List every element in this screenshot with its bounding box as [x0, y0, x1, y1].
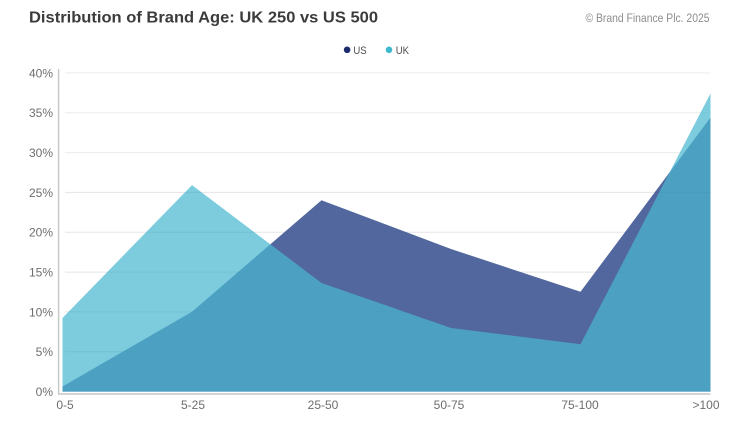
svg-text:20%: 20%: [29, 226, 53, 240]
svg-text:25%: 25%: [29, 186, 53, 200]
svg-text:© Brand Finance Plc. 2025: © Brand Finance Plc. 2025: [586, 11, 710, 25]
svg-text:5%: 5%: [36, 345, 54, 359]
svg-text:5-25: 5-25: [181, 398, 205, 412]
svg-text:UK: UK: [396, 45, 410, 57]
svg-text:40%: 40%: [29, 66, 53, 80]
svg-text:75-100: 75-100: [561, 398, 599, 412]
svg-text:25-50: 25-50: [308, 398, 339, 412]
svg-text:10%: 10%: [29, 305, 53, 319]
svg-text:>100: >100: [692, 398, 719, 412]
svg-text:50-75: 50-75: [434, 398, 465, 412]
svg-text:0-5: 0-5: [56, 398, 74, 412]
svg-text:35%: 35%: [29, 106, 53, 120]
svg-text:15%: 15%: [29, 266, 53, 280]
svg-text:US: US: [353, 45, 366, 57]
svg-text:30%: 30%: [29, 146, 53, 160]
svg-text:0%: 0%: [36, 385, 54, 399]
svg-text:Distribution of Brand Age: UK: Distribution of Brand Age: UK 250 vs US …: [29, 9, 378, 26]
